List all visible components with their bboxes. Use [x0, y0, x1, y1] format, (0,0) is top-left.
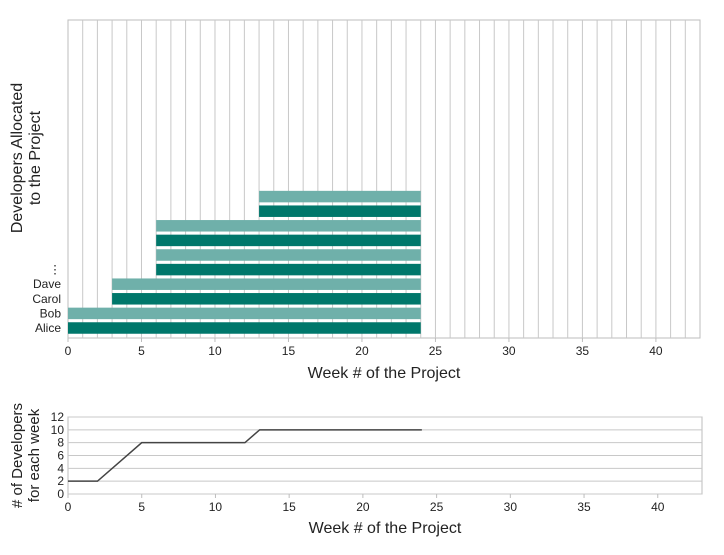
x-tick-label: 30 [504, 500, 518, 514]
x-tick-label: 25 [429, 344, 443, 358]
x-axis-title: Week # of the Project [309, 520, 462, 537]
allocation-bar [112, 293, 421, 305]
x-tick-label: 40 [649, 344, 663, 358]
y-axis-title: # of Developersfor each week [9, 403, 43, 508]
allocation-bar [259, 205, 421, 217]
y-axis-title: Developers Allocatedto the Project [9, 83, 44, 233]
x-tick-label: 30 [502, 344, 516, 358]
y-tick-label: 8 [57, 436, 64, 450]
x-tick-label: 20 [356, 500, 370, 514]
allocation-bar [112, 278, 421, 290]
y-tick-label: 12 [51, 410, 65, 424]
allocation-bar [156, 263, 421, 276]
y-tick-label: 6 [57, 449, 64, 463]
x-tick-label: 35 [577, 500, 591, 514]
allocation-bar [156, 249, 421, 261]
x-tick-label: 5 [138, 500, 145, 514]
allocation-bar [156, 220, 421, 232]
allocation-bar [68, 322, 421, 334]
x-tick-label: 10 [209, 500, 223, 514]
allocation-bar [259, 190, 421, 203]
row-label: Carol [32, 292, 61, 306]
allocation-bar [68, 307, 421, 320]
x-tick-label: 20 [355, 344, 369, 358]
y-axis-title-line: to the Project [27, 110, 44, 205]
y-tick-label: 0 [57, 487, 64, 501]
row-label: ⋮ [49, 263, 61, 277]
x-tick-label: 10 [208, 344, 222, 358]
y-axis-title-line: # of Developers [9, 403, 26, 508]
x-tick-label: 5 [138, 344, 145, 358]
x-tick-label: 40 [651, 500, 665, 514]
row-label: Alice [35, 321, 61, 335]
x-axis-title: Week # of the Project [308, 365, 461, 382]
y-tick-label: 4 [57, 461, 64, 475]
y-tick-label: 10 [51, 423, 65, 437]
series-line [68, 429, 422, 482]
x-tick-label: 0 [65, 500, 72, 514]
x-tick-label: 0 [65, 344, 72, 358]
x-tick-label: 15 [282, 500, 296, 514]
x-tick-label: 15 [282, 344, 296, 358]
allocation-bar [156, 234, 421, 247]
row-label: Dave [33, 277, 61, 291]
x-tick-label: 25 [430, 500, 444, 514]
x-tick-label: 35 [576, 344, 590, 358]
y-axis-title-line: for each week [26, 408, 43, 502]
y-axis-title-line: Developers Allocated [9, 83, 26, 233]
plot-area [67, 19, 701, 339]
y-tick-label: 2 [57, 474, 64, 488]
row-label: Bob [40, 306, 62, 320]
